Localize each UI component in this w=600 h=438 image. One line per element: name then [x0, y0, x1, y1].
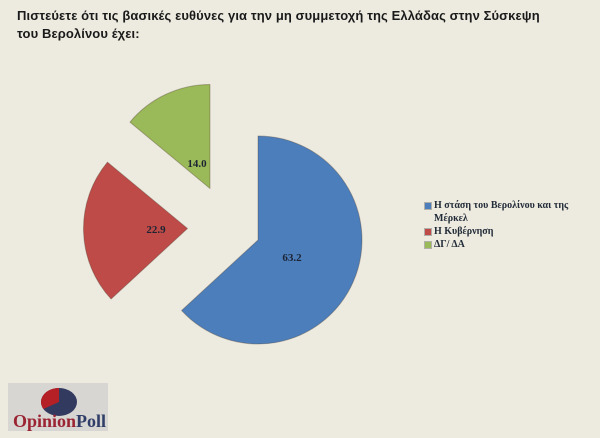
brand-logo: OpinionPoll — [8, 383, 108, 431]
legend: Η στάση του Βερολίνου και της Μέρκελ Η Κ… — [424, 199, 585, 251]
logo-text-poll: Poll — [76, 411, 107, 431]
logo-text-opinion: Opinion — [13, 411, 77, 431]
pie-slice-government — [83, 161, 188, 300]
legend-swatch-green-icon — [424, 241, 432, 249]
data-label-berlin-merkel: 63.2 — [282, 252, 302, 264]
legend-label: ΔΓ/ ΔΑ — [434, 239, 465, 250]
logo-text: OpinionPoll — [13, 412, 106, 430]
legend-label: Η στάση του Βερολίνου και της Μέρκελ — [434, 200, 569, 224]
legend-item-berlin-merkel: Η στάση του Βερολίνου και της Μέρκελ — [424, 199, 585, 225]
data-label-government: 22.9 — [146, 224, 166, 236]
chart-title-line-2: του Βερολίνου έχει: — [17, 26, 140, 41]
pie-slice-berlin-merkel — [181, 135, 363, 345]
chart-title: Πιστεύετε ότι τις βασικές ευθύνες για τη… — [17, 7, 589, 43]
logo-pie-icon — [40, 388, 77, 416]
legend-item-dk-da: ΔΓ/ ΔΑ — [424, 238, 585, 251]
pie-slice-dk-da — [129, 84, 211, 189]
data-label-dk-da: 14.0 — [187, 158, 207, 170]
legend-swatch-blue-icon — [424, 202, 432, 210]
legend-label: Η Κυβέρνηση — [434, 226, 494, 237]
legend-item-government: Η Κυβέρνηση — [424, 225, 585, 238]
chart-title-line-1: Πιστεύετε ότι τις βασικές ευθύνες για τη… — [17, 8, 540, 23]
legend-swatch-red-icon — [424, 228, 432, 236]
